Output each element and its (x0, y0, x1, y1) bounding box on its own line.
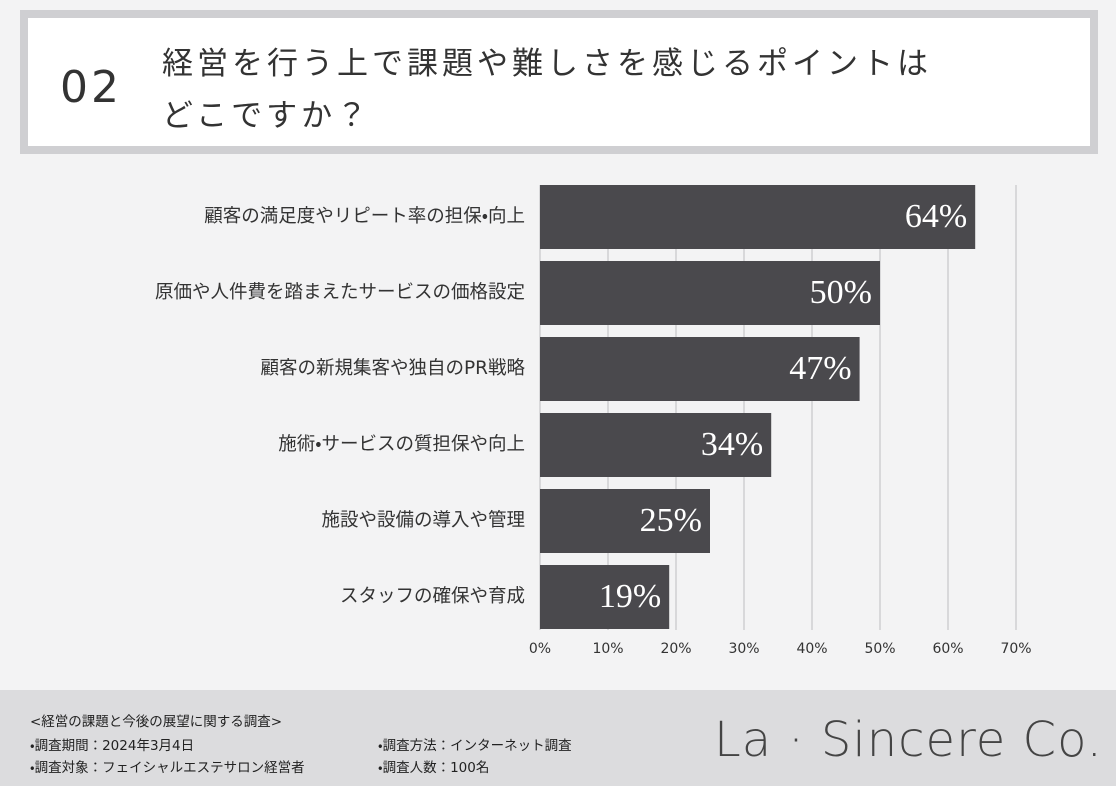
x-tick-label: 60% (932, 641, 963, 657)
y-tick-label: スタッフの確保や育成 (340, 586, 525, 607)
value-label: 50% (810, 274, 872, 311)
question-number: 02 (60, 62, 122, 113)
x-tick-label: 10% (592, 641, 623, 657)
value-label: 64% (905, 198, 967, 235)
chart: 0% 10% 20% 30% 40% 50% 60% 70% 顧客の満足度やリピート率の担保・向… (155, 185, 1032, 657)
bar (540, 185, 976, 249)
bar (540, 565, 670, 629)
value-label: 25% (640, 502, 702, 539)
value-label: 47% (789, 350, 851, 387)
survey-title: <経営の課題と今後の展望に関する調査> (30, 714, 283, 730)
bar (540, 261, 880, 325)
survey-item: ・調査期間：2024年3月4日 (30, 738, 195, 754)
question-title: 経営を行う上で課題や難しさを感じるポイントは (162, 46, 932, 82)
header: 02 経営を行う上で課題や難しさを感じるポイントは どこですか？ (20, 10, 1098, 154)
x-tick-label: 70% (1000, 641, 1031, 657)
bar (540, 413, 772, 477)
y-tick-label: 施設や設備の導入や管理 (321, 510, 525, 531)
footer: <経営の課題と今後の展望に関する調査> ・調査期間：2024年3月4日 ・調査方… (0, 690, 1116, 786)
x-tick-label: 40% (796, 641, 827, 657)
x-tick-label: 0% (529, 641, 551, 657)
x-tick-label: 20% (660, 641, 691, 657)
survey-item: ・調査人数：100名 (378, 760, 490, 776)
y-tick-label: 顧客の満足度やリピート率の担保・向上 (204, 206, 525, 227)
survey-item: ・調査対象：フェイシャルエステサロン経営者 (30, 760, 305, 776)
value-label: 19% (599, 578, 661, 615)
y-tick-label: 施術・サービスの質担保や向上 (278, 434, 525, 455)
question-title: どこですか？ (162, 98, 372, 134)
bar (540, 489, 710, 553)
y-tick-label: 原価や人件費を踏まえたサービスの価格設定 (155, 282, 525, 303)
x-tick-label: 50% (864, 641, 895, 657)
x-tick-label: 30% (728, 641, 759, 657)
survey-item: ・調査方法：インターネット調査 (378, 738, 572, 754)
y-tick-label: 顧客の新規集客や独自のPR戦略 (260, 358, 525, 379)
value-label: 34% (701, 426, 763, 463)
bar (540, 337, 860, 401)
logo: La · Sincere Co. (714, 712, 1103, 768)
